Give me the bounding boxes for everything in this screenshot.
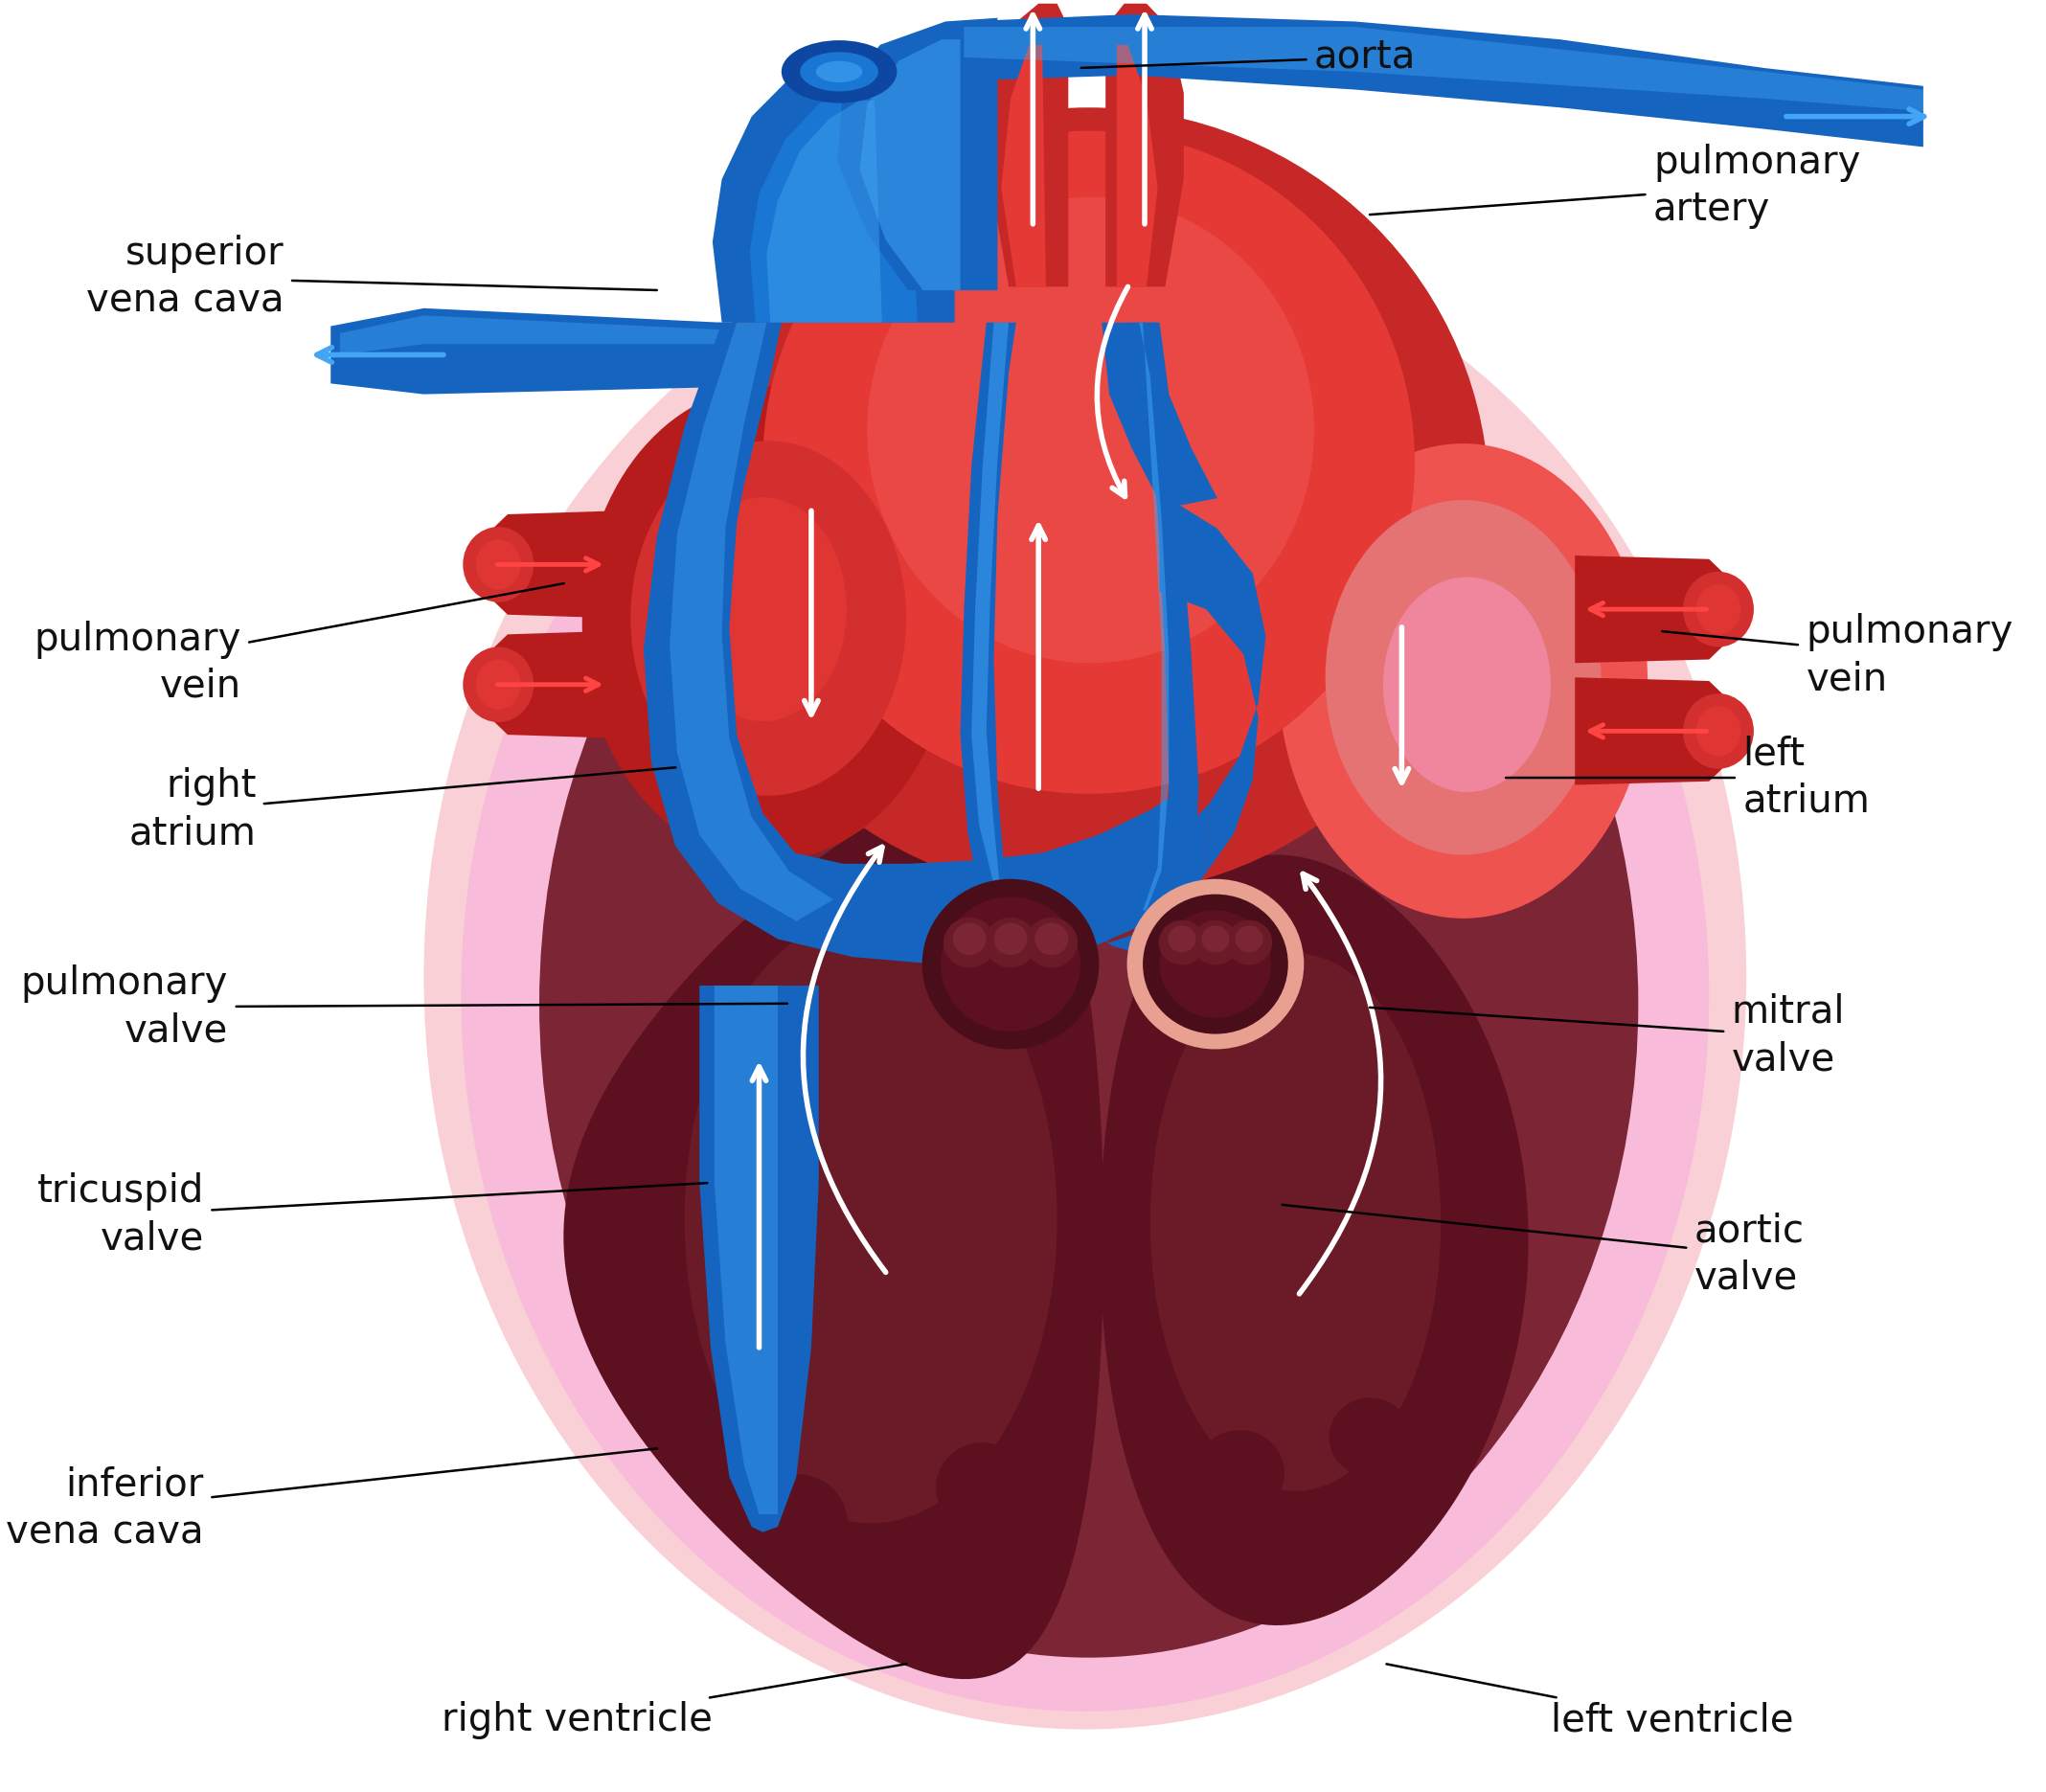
Polygon shape xyxy=(714,986,777,1514)
Ellipse shape xyxy=(745,1473,847,1573)
Ellipse shape xyxy=(1226,921,1273,966)
Ellipse shape xyxy=(630,441,906,796)
Ellipse shape xyxy=(1144,894,1289,1034)
Polygon shape xyxy=(685,914,1058,1523)
Ellipse shape xyxy=(1201,925,1230,953)
Polygon shape xyxy=(960,323,1091,975)
Text: pulmonary
artery: pulmonary artery xyxy=(1369,143,1860,229)
Ellipse shape xyxy=(540,349,1639,1658)
Polygon shape xyxy=(331,308,722,394)
Polygon shape xyxy=(837,18,998,290)
Text: inferior
vena cava: inferior vena cava xyxy=(6,1448,657,1552)
Ellipse shape xyxy=(923,880,1099,1048)
Ellipse shape xyxy=(800,52,878,91)
Text: left
atrium: left atrium xyxy=(1506,735,1870,821)
Polygon shape xyxy=(563,794,1103,1679)
Ellipse shape xyxy=(1684,694,1753,769)
Ellipse shape xyxy=(1160,910,1271,1018)
Polygon shape xyxy=(1103,323,1266,878)
Text: superior
vena cava: superior vena cava xyxy=(86,235,657,321)
Polygon shape xyxy=(479,511,620,618)
Text: left ventricle: left ventricle xyxy=(1387,1665,1794,1740)
Ellipse shape xyxy=(953,923,986,955)
Ellipse shape xyxy=(929,1346,998,1414)
Polygon shape xyxy=(749,86,917,323)
Ellipse shape xyxy=(1236,925,1262,953)
Ellipse shape xyxy=(477,659,520,710)
Ellipse shape xyxy=(1195,1430,1285,1516)
Polygon shape xyxy=(644,323,1209,964)
Ellipse shape xyxy=(1326,500,1602,855)
Ellipse shape xyxy=(1684,572,1753,647)
Ellipse shape xyxy=(460,278,1708,1711)
Ellipse shape xyxy=(994,923,1027,955)
Polygon shape xyxy=(1117,45,1158,287)
Polygon shape xyxy=(990,4,1068,287)
Polygon shape xyxy=(1105,4,1185,287)
Polygon shape xyxy=(1000,45,1046,287)
Ellipse shape xyxy=(1330,1398,1412,1477)
Ellipse shape xyxy=(679,496,847,720)
Polygon shape xyxy=(1150,953,1440,1491)
Ellipse shape xyxy=(868,197,1314,663)
Polygon shape xyxy=(767,100,882,323)
Ellipse shape xyxy=(1696,584,1741,634)
Ellipse shape xyxy=(583,387,955,862)
Polygon shape xyxy=(1101,855,1528,1625)
Ellipse shape xyxy=(1696,706,1741,756)
Ellipse shape xyxy=(1193,921,1238,966)
Ellipse shape xyxy=(937,1443,1029,1532)
Polygon shape xyxy=(712,54,955,323)
Ellipse shape xyxy=(816,61,863,82)
Polygon shape xyxy=(669,323,833,921)
Ellipse shape xyxy=(782,41,896,104)
Ellipse shape xyxy=(462,527,534,602)
Text: aortic
valve: aortic valve xyxy=(1283,1204,1805,1297)
Ellipse shape xyxy=(943,918,996,968)
Ellipse shape xyxy=(424,224,1747,1729)
Ellipse shape xyxy=(477,539,520,590)
Ellipse shape xyxy=(763,131,1414,794)
Ellipse shape xyxy=(1025,918,1078,968)
Polygon shape xyxy=(340,315,722,355)
Ellipse shape xyxy=(941,896,1080,1032)
Polygon shape xyxy=(972,323,1009,900)
Polygon shape xyxy=(859,39,960,290)
Text: pulmonary
vein: pulmonary vein xyxy=(1661,613,2013,699)
Polygon shape xyxy=(1575,556,1737,663)
Text: pulmonary
valve: pulmonary valve xyxy=(20,964,788,1050)
Text: right ventricle: right ventricle xyxy=(442,1665,906,1740)
Polygon shape xyxy=(1575,677,1737,785)
Polygon shape xyxy=(1140,323,1168,910)
Ellipse shape xyxy=(462,647,534,722)
Polygon shape xyxy=(700,986,818,1532)
Ellipse shape xyxy=(1158,921,1205,966)
Polygon shape xyxy=(964,14,1923,147)
Ellipse shape xyxy=(1383,577,1551,792)
Ellipse shape xyxy=(1127,880,1303,1048)
Text: tricuspid
valve: tricuspid valve xyxy=(37,1172,708,1258)
Text: right
atrium: right atrium xyxy=(129,767,675,853)
Ellipse shape xyxy=(1168,925,1197,953)
Polygon shape xyxy=(479,631,620,738)
Polygon shape xyxy=(964,27,1923,111)
Polygon shape xyxy=(1091,323,1199,953)
Text: pulmonary
vein: pulmonary vein xyxy=(35,584,565,706)
Text: mitral
valve: mitral valve xyxy=(1369,993,1845,1079)
Ellipse shape xyxy=(722,1380,796,1452)
Polygon shape xyxy=(663,323,1197,932)
Text: aorta: aorta xyxy=(1080,38,1416,77)
Ellipse shape xyxy=(1279,444,1647,919)
Ellipse shape xyxy=(984,918,1037,968)
Ellipse shape xyxy=(1035,923,1068,955)
Ellipse shape xyxy=(687,108,1489,896)
